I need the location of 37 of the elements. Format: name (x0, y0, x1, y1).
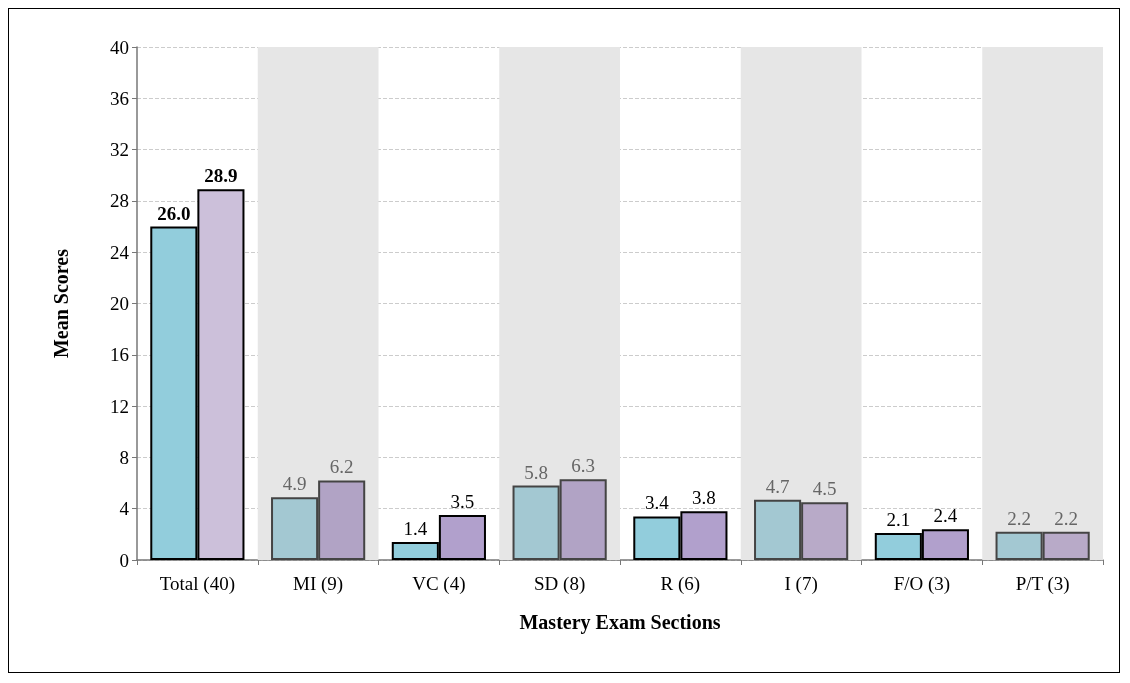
x-tick-label: F/O (3) (893, 573, 951, 595)
y-tick-label: 0 (119, 549, 129, 571)
y-tick-label: 24 (110, 241, 130, 263)
data-label: 2.4 (933, 505, 958, 527)
data-label: 3.8 (692, 487, 716, 509)
data-label: 4.7 (765, 475, 790, 497)
x-tick-label: R (6) (660, 573, 701, 595)
x-tick-label: SD (8) (534, 573, 586, 595)
data-label: 28.9 (204, 165, 238, 187)
y-tick-label: 12 (110, 395, 129, 417)
y-tick-label: 28 (110, 190, 129, 212)
y-axis-title: Mean Scores (50, 248, 72, 359)
y-tick-label: 40 (110, 36, 129, 58)
x-tick-label: I (7) (784, 573, 818, 595)
y-tick-label: 20 (110, 293, 129, 314)
x-tick-label: MI (9) (293, 573, 344, 595)
y-tick-label: 8 (119, 446, 129, 468)
x-tick-label: P/T (3) (1015, 573, 1070, 595)
data-label: 2.2 (1054, 507, 1079, 529)
data-label: 3.4 (644, 492, 670, 514)
data-label: 6.3 (571, 455, 596, 477)
data-label: 2.2 (1007, 507, 1031, 529)
data-label: 5.8 (524, 461, 548, 483)
data-label: 26.0 (157, 202, 191, 224)
y-tick-label: 16 (110, 344, 129, 366)
data-label: 2.1 (886, 509, 911, 531)
y-tick-label: 32 (110, 139, 129, 161)
data-label: 4.9 (282, 473, 307, 495)
data-label: 1.4 (403, 518, 428, 540)
x-tick-label: Total (40) (159, 573, 235, 595)
data-label: 6.2 (329, 456, 354, 478)
x-tick-label: VC (4) (412, 573, 466, 595)
data-label: 3.5 (450, 491, 475, 513)
y-tick-label: 4 (119, 498, 130, 520)
y-tick-label: 36 (110, 87, 129, 109)
data-label: 4.5 (812, 478, 837, 500)
x-axis-title: Mastery Exam Sections (519, 611, 721, 634)
